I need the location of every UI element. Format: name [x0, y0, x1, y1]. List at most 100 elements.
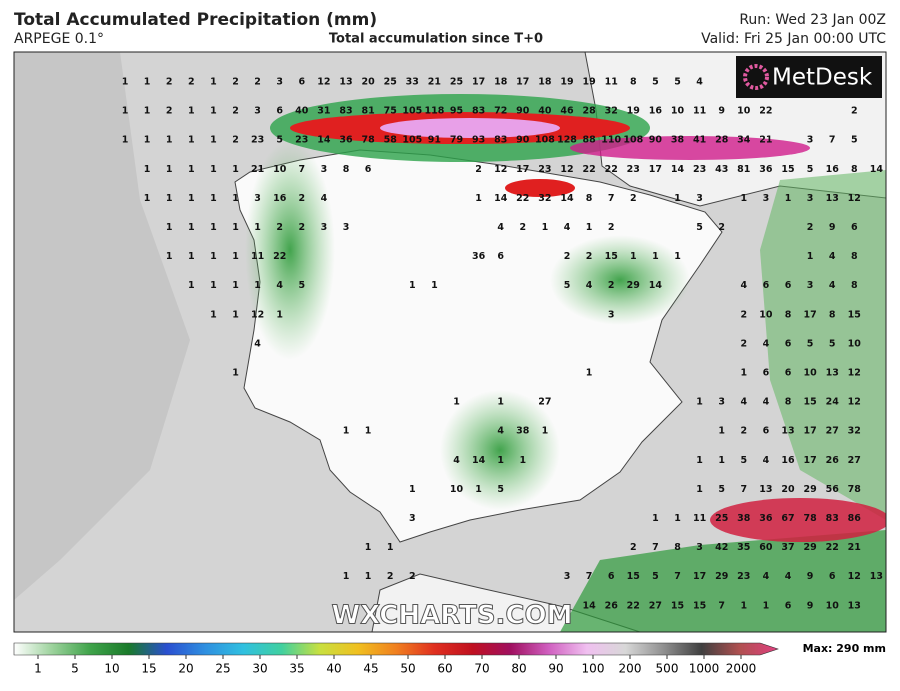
station-value: 2	[475, 164, 482, 175]
station-value: 1	[674, 513, 681, 524]
colorbar-label: 100	[582, 662, 605, 676]
station-value: 2	[718, 222, 725, 233]
colorbar-label: 200	[619, 662, 642, 676]
station-value: 1	[232, 309, 239, 320]
station-value: 1	[188, 222, 195, 233]
station-value: 17	[803, 455, 816, 466]
station-value: 33	[406, 77, 419, 88]
station-value: 4	[740, 397, 747, 408]
station-value: 2	[232, 135, 239, 146]
station-value: 1	[188, 251, 195, 262]
station-value: 128	[557, 135, 577, 146]
station-value: 14	[870, 164, 884, 175]
station-value: 23	[737, 571, 750, 582]
station-value: 4	[497, 426, 504, 437]
station-value: 38	[671, 135, 685, 146]
station-value: 1	[188, 106, 195, 117]
station-value: 10	[737, 106, 751, 117]
station-value: 16	[826, 164, 840, 175]
precip-south	[560, 530, 886, 632]
station-value: 2	[298, 222, 305, 233]
station-value: 14	[317, 135, 331, 146]
station-value: 3	[254, 193, 261, 204]
station-value: 1	[696, 484, 703, 495]
station-value: 32	[538, 193, 551, 204]
station-value: 10	[803, 368, 817, 379]
station-value: 24	[826, 397, 840, 408]
colorbar-label: 20	[178, 662, 193, 676]
station-value: 79	[450, 135, 463, 146]
station-value: 23	[693, 164, 706, 175]
station-value: 34	[737, 135, 751, 146]
station-value: 1	[210, 309, 217, 320]
station-value: 1	[409, 484, 416, 495]
station-value: 3	[608, 309, 615, 320]
station-value: 37	[781, 542, 794, 553]
station-value: 4	[829, 251, 836, 262]
station-value: 95	[450, 106, 463, 117]
station-value: 5	[718, 484, 725, 495]
station-values: 1 1 2 2 1 2 2 3 6 12 13 20 25 33 21 25 17 18 17 18 19 19 11 8 5 5…	[122, 77, 884, 612]
station-value: 9	[829, 222, 836, 233]
station-value: 81	[361, 106, 374, 117]
station-value: 16	[273, 193, 287, 204]
station-value: 1	[232, 222, 239, 233]
station-value: 12	[494, 164, 507, 175]
station-value: 23	[538, 164, 551, 175]
station-value: 1	[696, 397, 703, 408]
station-value: 1	[232, 164, 239, 175]
station-value: 23	[295, 135, 308, 146]
station-value: 22	[605, 164, 618, 175]
subtitle: Total accumulation since T+0	[329, 32, 543, 47]
station-value: 7	[740, 484, 747, 495]
station-value: 6	[829, 571, 836, 582]
title: Total Accumulated Precipitation (mm)	[14, 10, 377, 30]
station-value: 41	[693, 135, 706, 146]
station-value: 6	[785, 368, 792, 379]
station-value: 8	[586, 193, 593, 204]
station-value: 11	[693, 513, 706, 524]
colorbar-label: 25	[215, 662, 230, 676]
station-value: 17	[649, 164, 662, 175]
station-value: 32	[848, 426, 861, 437]
station-value: 6	[763, 368, 770, 379]
station-value: 6	[785, 280, 792, 291]
station-value: 83	[472, 106, 485, 117]
station-value: 1	[542, 426, 549, 437]
station-value: 72	[494, 106, 507, 117]
station-value: 1	[122, 106, 129, 117]
station-value: 14	[582, 600, 596, 611]
station-value: 17	[803, 309, 816, 320]
colorbar-label: 90	[548, 662, 563, 676]
station-value: 16	[781, 455, 795, 466]
station-value: 1	[674, 193, 681, 204]
logo-icon	[743, 64, 769, 90]
station-value: 83	[339, 106, 352, 117]
precip-pyrenees	[570, 136, 810, 160]
station-value: 43	[715, 164, 728, 175]
watermark: WXCHARTS.COM	[331, 601, 572, 631]
station-value: 5	[829, 338, 836, 349]
station-value: 15	[781, 164, 794, 175]
station-value: 4	[829, 280, 836, 291]
station-value: 12	[251, 309, 264, 320]
station-value: 3	[807, 193, 814, 204]
station-value: 12	[848, 368, 861, 379]
station-value: 1	[365, 542, 372, 553]
station-value: 1	[188, 135, 195, 146]
station-value: 75	[384, 106, 397, 117]
station-value: 36	[339, 135, 353, 146]
station-value: 7	[829, 135, 836, 146]
colorbar-label: 500	[656, 662, 679, 676]
station-value: 1	[431, 280, 438, 291]
station-value: 1	[210, 251, 217, 262]
station-value: 5	[807, 164, 814, 175]
station-value: 26	[605, 600, 619, 611]
station-value: 40	[295, 106, 309, 117]
station-value: 1	[409, 280, 416, 291]
station-value: 3	[409, 513, 416, 524]
station-value: 78	[361, 135, 375, 146]
station-value: 1	[254, 280, 261, 291]
station-value: 4	[740, 280, 747, 291]
station-value: 1	[475, 484, 482, 495]
